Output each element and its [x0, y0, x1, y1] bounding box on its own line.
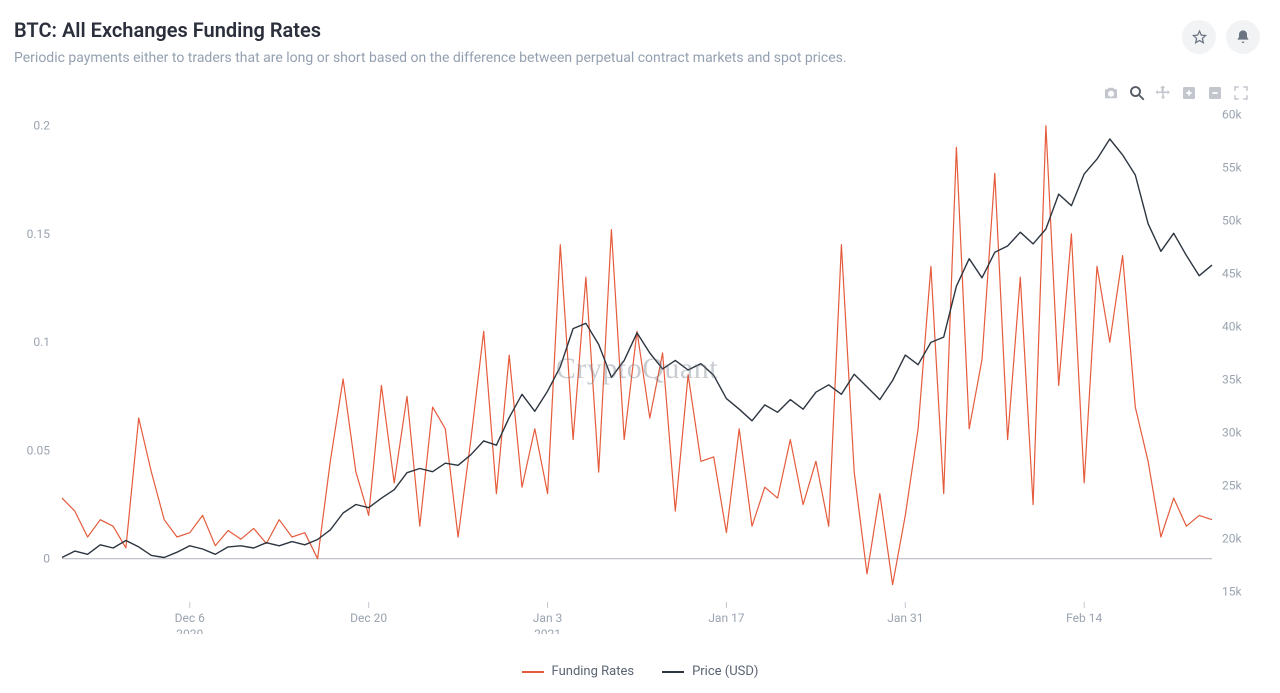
legend: Funding Rates Price (USD) [0, 664, 1280, 679]
star-icon [1191, 29, 1208, 46]
svg-text:30k: 30k [1222, 425, 1242, 439]
header: BTC: All Exchanges Funding Rates Periodi… [0, 0, 1280, 72]
zoom-out-icon[interactable] [1206, 84, 1224, 102]
svg-text:0: 0 [43, 552, 50, 566]
header-actions [1182, 18, 1260, 54]
svg-text:50k: 50k [1222, 214, 1242, 228]
fullscreen-icon[interactable] [1232, 84, 1250, 102]
svg-text:25k: 25k [1222, 478, 1242, 492]
svg-text:45k: 45k [1222, 267, 1242, 281]
pan-icon[interactable] [1154, 84, 1172, 102]
chart-svg: 0 0.05 0.1 0.15 0.2 15k 20k 25k 30k 35k 40k 45k 50k 5… [14, 104, 1260, 634]
legend-label: Funding Rates [552, 664, 635, 679]
svg-text:20k: 20k [1222, 531, 1242, 545]
svg-text:0.05: 0.05 [27, 443, 51, 457]
svg-text:55k: 55k [1222, 161, 1242, 175]
legend-item-price[interactable]: Price (USD) [662, 664, 758, 679]
page-subtitle: Periodic payments either to traders that… [14, 50, 1182, 66]
bell-icon [1235, 29, 1251, 45]
svg-text:0.1: 0.1 [33, 335, 50, 349]
legend-swatch [662, 671, 684, 673]
svg-text:Feb 14: Feb 14 [1066, 611, 1102, 625]
svg-text:0.2: 0.2 [33, 119, 50, 133]
svg-text:60k: 60k [1222, 108, 1242, 122]
svg-text:15k: 15k [1222, 584, 1242, 598]
favorite-button[interactable] [1182, 20, 1216, 54]
legend-swatch [522, 671, 544, 673]
camera-icon[interactable] [1102, 84, 1120, 102]
svg-text:Jan 3: Jan 3 [533, 611, 563, 625]
svg-text:35k: 35k [1222, 372, 1242, 386]
svg-text:Dec 20: Dec 20 [350, 611, 387, 625]
svg-text:40k: 40k [1222, 320, 1242, 334]
svg-text:0.15: 0.15 [27, 227, 51, 241]
svg-text:Dec 6: Dec 6 [175, 611, 205, 625]
page-title: BTC: All Exchanges Funding Rates [14, 18, 1182, 42]
svg-text:2021: 2021 [534, 627, 561, 634]
zoom-in-icon[interactable] [1180, 84, 1198, 102]
zoom-icon[interactable] [1128, 84, 1146, 102]
chart-toolbar [1102, 84, 1250, 102]
legend-item-funding[interactable]: Funding Rates [522, 664, 635, 679]
title-block: BTC: All Exchanges Funding Rates Periodi… [14, 18, 1182, 66]
svg-text:2020: 2020 [176, 627, 203, 634]
notifications-button[interactable] [1226, 20, 1260, 54]
svg-text:Jan 31: Jan 31 [887, 611, 923, 625]
chart-area: 0 0.05 0.1 0.15 0.2 15k 20k 25k 30k 35k 40k 45k 50k 5… [14, 104, 1260, 633]
legend-label: Price (USD) [692, 664, 758, 679]
svg-text:Jan 17: Jan 17 [708, 611, 744, 625]
